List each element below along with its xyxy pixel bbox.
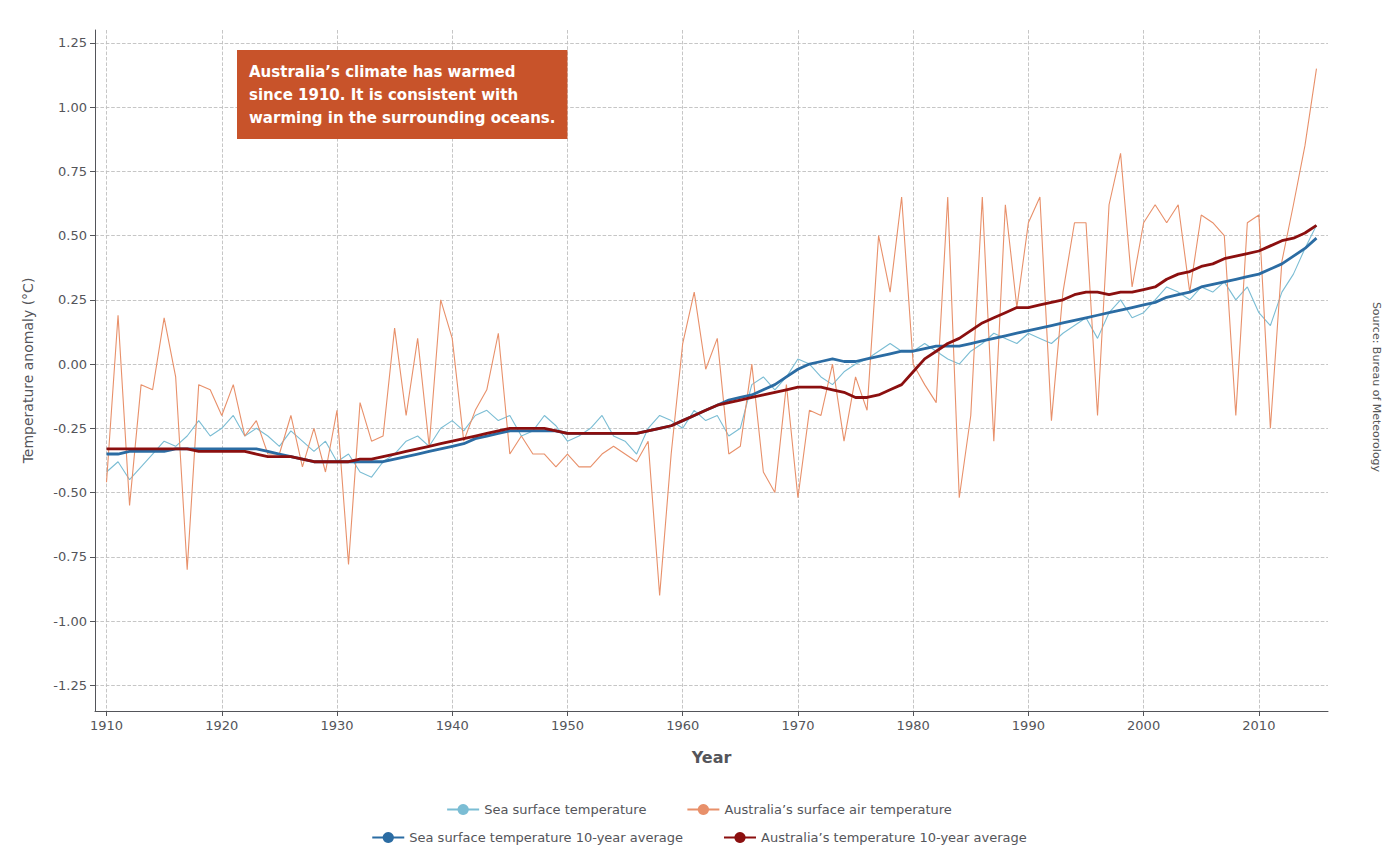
svg-text:1950: 1950 [551,718,584,733]
svg-text:1960: 1960 [666,718,699,733]
svg-text:since 1910. It is consistent w: since 1910. It is consistent with [249,86,518,104]
svg-text:Australia’s climate has warmed: Australia’s climate has warmed [249,63,516,81]
svg-text:1940: 1940 [436,718,469,733]
svg-text:1970: 1970 [781,718,814,733]
svg-text:-1.00: -1.00 [53,614,87,629]
svg-text:1920: 1920 [205,718,238,733]
svg-text:Australia’s temperature 10-yea: Australia’s temperature 10-year average [761,830,1027,845]
svg-text:1.25: 1.25 [58,35,87,50]
svg-text:1980: 1980 [897,718,930,733]
svg-text:Australia’s surface air temper: Australia’s surface air temperature [724,802,952,817]
svg-text:2000: 2000 [1127,718,1160,733]
svg-text:Source: Bureau of Meteorology: Source: Bureau of Meteorology [1370,302,1383,473]
svg-text:-0.25: -0.25 [53,421,87,436]
svg-text:2010: 2010 [1242,718,1275,733]
svg-text:1990: 1990 [1012,718,1045,733]
svg-text:0.50: 0.50 [58,228,87,243]
svg-text:1.00: 1.00 [58,100,87,115]
svg-text:1910: 1910 [90,718,123,733]
svg-text:0.75: 0.75 [58,164,87,179]
svg-text:Sea surface temperature 10-yea: Sea surface temperature 10-year average [409,830,683,845]
svg-text:0.00: 0.00 [58,357,87,372]
svg-text:-0.75: -0.75 [53,549,87,564]
svg-text:Year: Year [691,748,732,767]
svg-text:warming in the surrounding oce: warming in the surrounding oceans. [249,109,555,127]
svg-text:1930: 1930 [320,718,353,733]
svg-text:-0.50: -0.50 [53,485,87,500]
svg-text:Temperature anomaly (°C): Temperature anomaly (°C) [20,278,36,465]
svg-text:0.25: 0.25 [58,292,87,307]
svg-text:Sea surface temperature: Sea surface temperature [484,802,646,817]
svg-text:-1.25: -1.25 [53,678,87,693]
